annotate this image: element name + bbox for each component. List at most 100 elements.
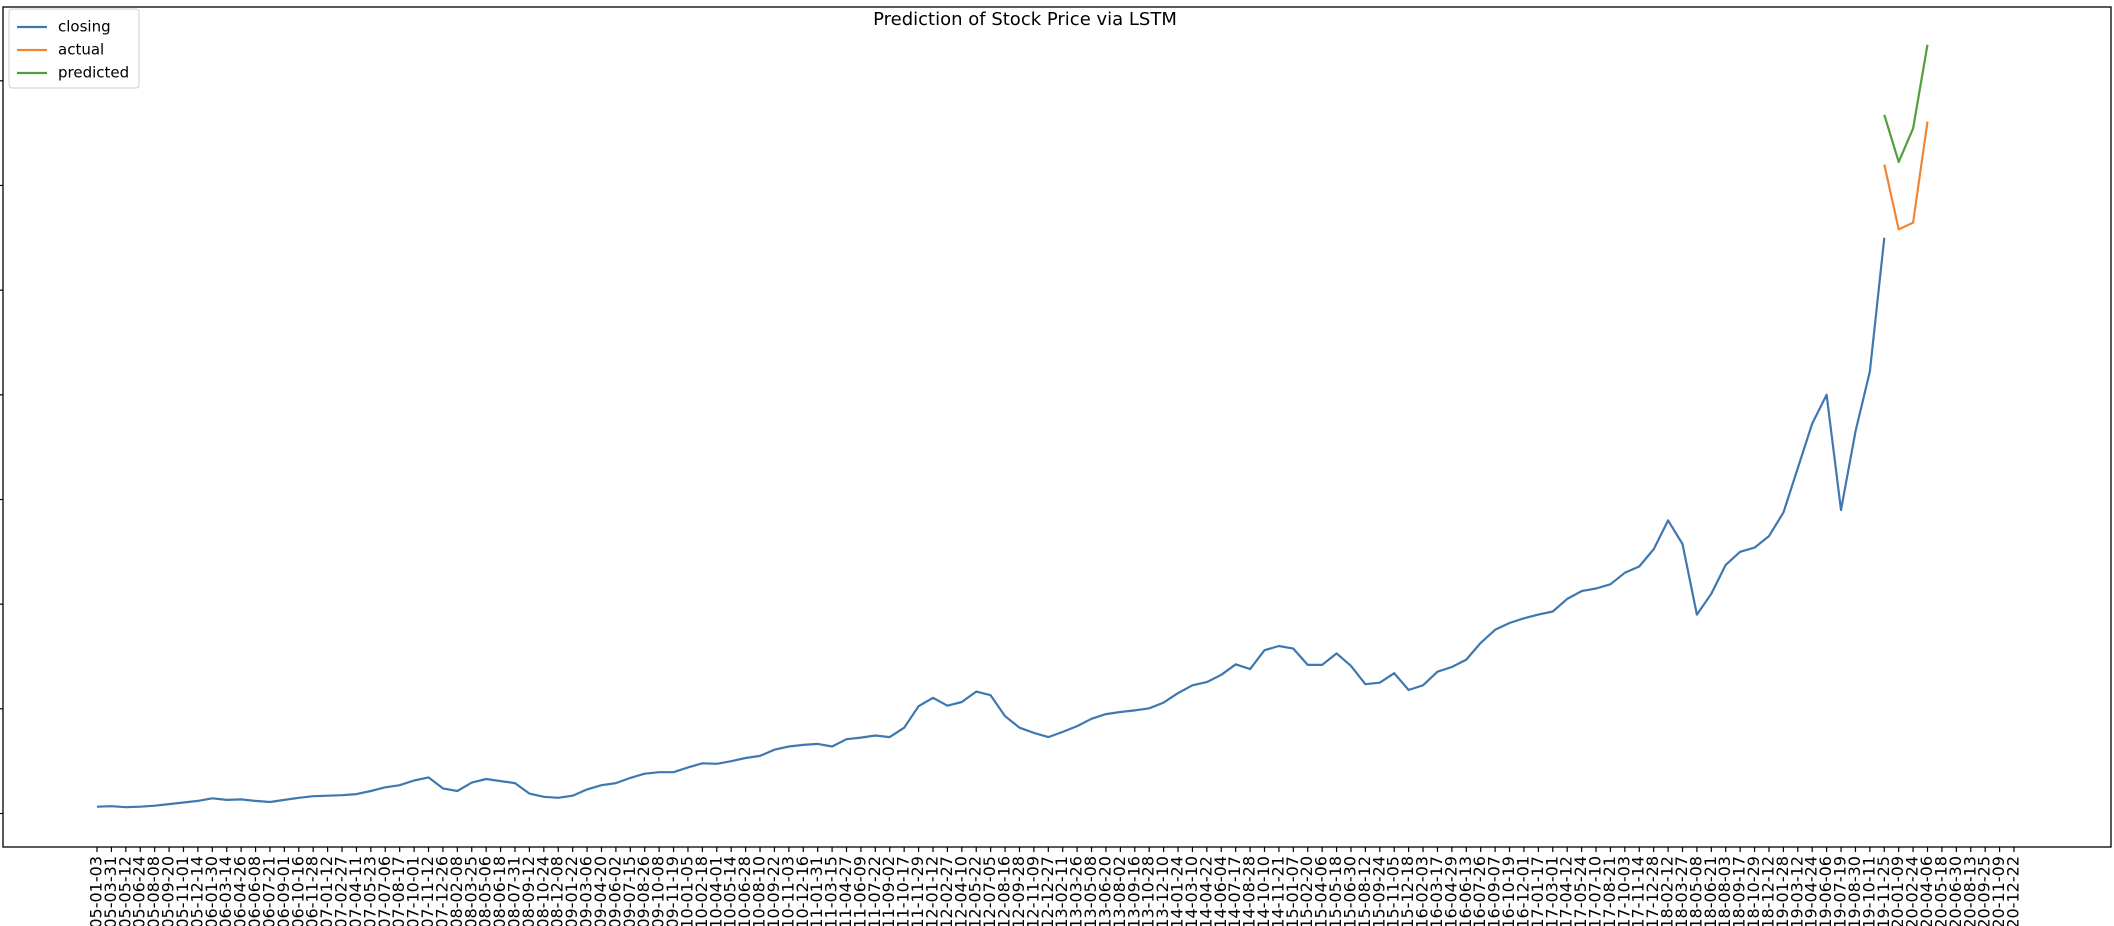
x-tick-label: 13-05-08 [1081,856,1100,926]
x-tick-label: 06-01-30 [202,856,221,926]
x-tick-label: 20-04-06 [1917,856,1936,926]
x-tick-label: 12-08-16 [995,856,1014,926]
x-tick-label: 15-11-05 [1384,856,1403,926]
x-tick-label: 08-06-18 [490,856,509,926]
x-tick-label: 12-02-27 [937,856,956,926]
x-tick-label: 10-12-16 [793,856,812,926]
legend-frame [8,8,140,89]
x-tick-label: 06-07-21 [259,856,278,926]
x-tick-label: 11-01-31 [807,856,826,926]
x-tick-label: 17-07-10 [1586,856,1605,926]
x-tick-label: 11-11-29 [908,856,927,926]
x-tick-label: 15-02-20 [1297,856,1316,926]
x-tick-label: 09-10-08 [649,856,668,926]
x-tick-label: 11-06-09 [850,856,869,926]
x-tick-label: 10-02-18 [692,856,711,926]
x-tick-label: 16-03-17 [1427,856,1446,926]
x-tick-label: 07-08-17 [389,856,408,926]
x-tick-label: 08-09-12 [519,856,538,926]
x-tick-label: 19-03-12 [1787,856,1806,926]
x-tick-label: 18-05-08 [1686,856,1705,926]
x-tick-label: 19-11-25 [1874,856,1893,926]
x-tick-label: 20-05-18 [1931,856,1950,926]
x-tick-label: 06-04-26 [231,856,250,926]
x-tick-label: 14-11-21 [1268,856,1287,926]
x-tick-label: 20-12-22 [2004,856,2023,926]
x-tick-label: 06-03-14 [216,856,235,926]
x-tick-label: 10-04-01 [706,856,725,926]
x-tick-label: 16-12-01 [1513,856,1532,926]
x-tick-label: 15-04-06 [1312,856,1331,926]
axes-frame [2,6,2112,848]
x-tick-label: 07-07-06 [375,856,394,926]
x-tick-label: 14-03-10 [1182,856,1201,926]
x-tick-label: 10-11-03 [778,856,797,926]
x-tick-label: 09-07-15 [620,856,639,926]
x-tick-label: 11-04-27 [836,856,855,926]
x-tick-label: 16-09-07 [1485,856,1504,926]
x-tick-label: 07-12-26 [432,856,451,926]
series-line [1883,44,1929,163]
x-tick-label: 15-09-24 [1369,856,1388,926]
x-tick-label: 09-03-06 [577,856,596,926]
x-tick-label: 08-05-06 [476,856,495,926]
x-tick-label: 12-09-28 [1009,856,1028,926]
x-tick-label: 09-06-02 [605,856,624,926]
x-tick-label: 12-05-22 [966,856,985,926]
x-tick-label: 07-01-12 [317,856,336,926]
x-tick-label: 17-10-03 [1614,856,1633,926]
x-tick-label: 05-08-08 [144,856,163,926]
series-line [96,237,1886,809]
x-tick-label: 15-12-18 [1398,856,1417,926]
x-tick-label: 18-09-17 [1730,856,1749,926]
x-tick-label: 14-04-22 [1196,856,1215,926]
x-tick-label: 12-04-10 [951,856,970,926]
x-tick-label: 14-06-04 [1211,856,1230,926]
x-tick-label: 17-01-17 [1528,856,1547,926]
x-tick-label: 16-02-03 [1413,856,1432,926]
legend-label: actual [58,41,104,59]
x-tick-label: 07-10-01 [404,856,423,926]
x-tick-label: 15-06-30 [1340,856,1359,926]
x-tick-label: 17-08-21 [1600,856,1619,926]
x-tick-label: 16-04-29 [1441,856,1460,926]
x-tick-label: 17-05-24 [1571,856,1590,926]
x-tick-label: 14-08-28 [1240,856,1259,926]
x-tick-label: 17-03-01 [1542,856,1561,926]
x-tick-label: 14-10-10 [1254,856,1273,926]
x-tick-label: 20-09-25 [1975,856,1994,926]
x-tick-label: 11-09-02 [879,856,898,926]
x-tick-label: 05-12-14 [187,856,206,926]
x-tick-label: 12-01-12 [922,856,941,926]
x-tick-label: 13-12-10 [1153,856,1172,926]
x-tick-label: 06-06-08 [245,856,264,926]
x-tick-label: 10-09-22 [764,856,783,926]
x-tick-label: 07-11-12 [418,856,437,926]
x-tick-label: 06-10-16 [288,856,307,926]
x-tick-label: 10-01-05 [677,856,696,926]
x-tick-label: 13-02-11 [1052,856,1071,926]
x-tick-label: 08-02-08 [447,856,466,926]
x-tick-label: 19-04-24 [1802,856,1821,926]
x-tick-label: 11-10-17 [894,856,913,926]
x-tick-label: 08-03-25 [461,856,480,926]
x-tick-label: 12-07-05 [980,856,999,926]
x-tick-label: 20-01-09 [1888,856,1907,926]
x-tick-label: 09-01-22 [562,856,581,926]
x-tick-label: 08-12-08 [548,856,567,926]
x-tick-label: 11-07-22 [865,856,884,926]
x-tick-label: 20-11-09 [1989,856,2008,926]
x-tick-label: 19-01-28 [1773,856,1792,926]
x-tick-label: 18-06-21 [1701,856,1720,926]
x-tick-label: 13-08-02 [1110,856,1129,926]
x-tick-label: 12-11-09 [1023,856,1042,926]
legend: closing actual predicted [8,8,140,89]
x-tick-label: 05-05-12 [115,856,134,926]
x-tick-label: 06-09-01 [274,856,293,926]
x-tick-label: 16-10-19 [1499,856,1518,926]
legend-label: closing [58,18,111,36]
x-tick-label: 07-02-27 [332,856,351,926]
x-tick-label: 16-06-13 [1456,856,1475,926]
